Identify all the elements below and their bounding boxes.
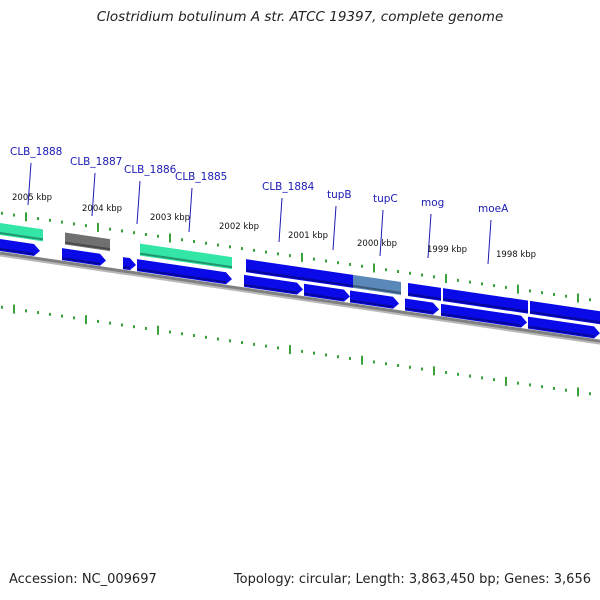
gene-label: tupB [327, 189, 352, 201]
feature-gray-1-edge [64, 241, 111, 251]
gene-leader-line [332, 205, 337, 251]
feature-cds-moeA [443, 288, 528, 314]
arrow-cds-h-edge [404, 307, 434, 314]
feature-rna-1-edge [0, 231, 44, 241]
gene-label: CLB_1885 [175, 171, 227, 183]
accession-text: Accession: NC_009697 [9, 572, 157, 587]
gene-label: moeA [478, 203, 509, 215]
kbp-label: 1998 kbp [496, 250, 536, 260]
arrow-cds-f-edge [303, 292, 345, 301]
gene-label: CLB_1888 [10, 146, 62, 158]
feature-cds-tupB-edge [305, 277, 354, 287]
feature-tupC [353, 274, 401, 295]
topology-text: Topology: circular; Length: 3,863,450 bp… [233, 572, 591, 587]
backbone-line [0, 251, 600, 343]
feature-cds-1884 [246, 259, 306, 281]
feature-cds-1884-edge [245, 269, 307, 280]
backbone-shadow [0, 253, 600, 345]
arrow-cds-h [405, 298, 439, 315]
arrow-cds-a-edge [0, 247, 35, 255]
kbp-label: 2002 kbp [219, 222, 259, 232]
kbp-label: 2000 kbp [357, 239, 397, 249]
arrow-cds-b-edge [61, 257, 101, 265]
arrow-cds-g-edge [349, 299, 394, 308]
gene-label: CLB_1887 [70, 156, 122, 168]
gene-leader-line [27, 162, 32, 206]
kbp-label: 2005 kbp [12, 193, 52, 203]
feature-rna-2-edge [139, 252, 233, 269]
arrow-cds-j-edge [527, 325, 595, 338]
gene-leader-line [427, 213, 432, 259]
arrow-cds-e-edge [243, 283, 298, 294]
gene-label: CLB_1884 [262, 181, 315, 193]
kbp-label: 2003 kbp [150, 213, 190, 223]
feature-cds-next-edge [529, 310, 600, 324]
gene-label: mog [421, 197, 444, 209]
gene-leader-line [91, 172, 96, 217]
kbp-label: 2001 kbp [288, 231, 328, 241]
arrow-cds-c [123, 257, 136, 271]
gene-leader-line [188, 187, 193, 233]
arrow-cds-b [62, 248, 106, 266]
arrow-cds-j [528, 316, 600, 339]
arrow-cds-c-edge [122, 266, 131, 270]
gene-leader-line [136, 180, 141, 225]
kbp-label: 2004 kbp [82, 204, 122, 214]
arrow-cds-g [350, 290, 399, 309]
arrow-cds-d [137, 259, 232, 285]
kbp-label: 1999 kbp [427, 245, 467, 255]
gene-leader-line [379, 209, 384, 257]
arrow-cds-f [304, 283, 350, 302]
feature-tupC-edge [352, 284, 402, 294]
arrow-cds-e [244, 274, 303, 295]
feature-rna-2 [140, 243, 232, 270]
arrow-cds-a [0, 239, 40, 256]
feature-cds-moeA-edge [442, 298, 529, 313]
gene-label: CLB_1886 [124, 164, 177, 176]
gene-leader-line [278, 197, 283, 243]
gene-label: tupC [373, 193, 398, 205]
feature-gray-1 [65, 232, 110, 252]
arrow-cds-i [441, 303, 527, 328]
arrow-cds-i-edge [440, 312, 522, 327]
feature-cds-mog [408, 282, 441, 301]
map-title: Clostridium botulinum A str. ATCC 19397,… [96, 9, 504, 25]
feature-cds-mog-edge [407, 292, 442, 300]
feature-cds-tupB [306, 267, 353, 288]
gene-leader-line [487, 219, 492, 265]
arrow-cds-d-edge [136, 268, 227, 284]
feature-rna-1 [0, 223, 43, 242]
feature-cds-next [530, 300, 600, 325]
